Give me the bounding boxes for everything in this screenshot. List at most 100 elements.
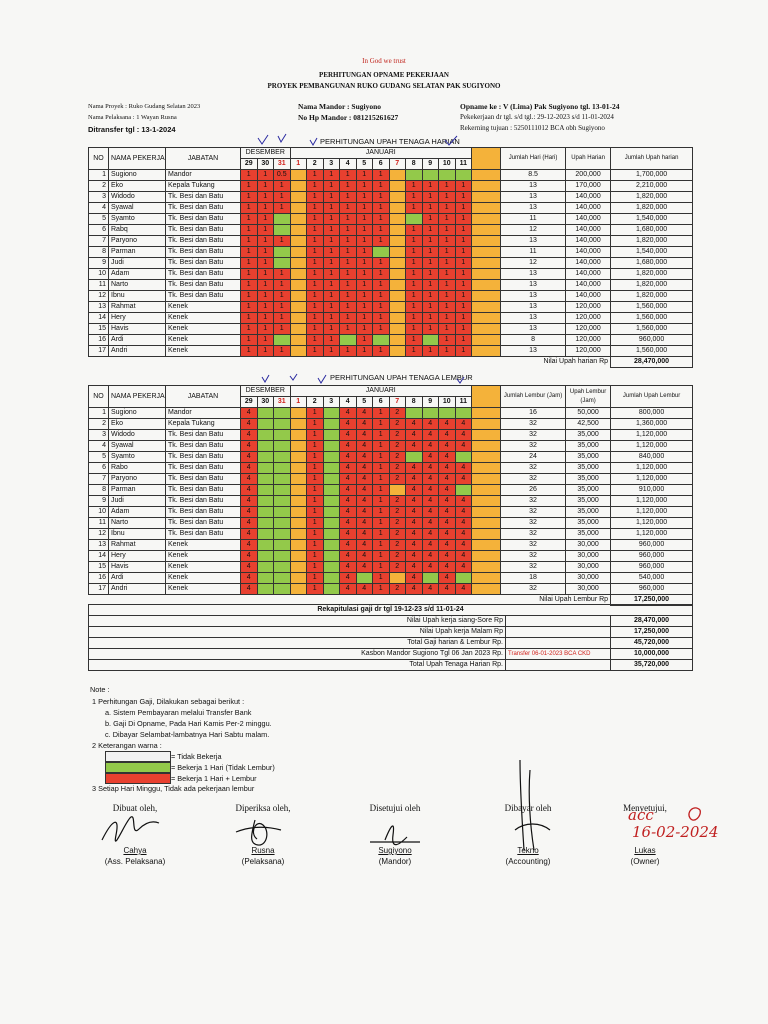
note-item: b. Gaji Di Opname, Pada Hari Kamis Per-2… (105, 719, 272, 728)
day-cell: 4 (438, 462, 456, 474)
signature-scribble (514, 759, 551, 851)
cell-no: 17 (88, 345, 109, 357)
legend-label: = Bekerja 1 Hari + Lembur (171, 774, 257, 783)
signature-scribble (370, 825, 420, 846)
day-cell: 4 (454, 583, 473, 595)
day-cell: 1 (438, 290, 456, 302)
sign-caption: Disetujui oleh (369, 803, 421, 813)
header-row: 29 30 31 1 2 3 4 5 6 7 8 9 10 11 (89, 158, 693, 170)
sign-caption: Diperiksa oleh, (235, 803, 291, 813)
info: Ditransfer tgl : 13-1-2024 (88, 125, 176, 134)
day-cell: 1 (372, 583, 390, 595)
day-cell: 2 (388, 583, 406, 595)
sign-role: (Owner) (630, 857, 660, 866)
recap-row: Total Upah Tenaga Harian Rp. 35,720,000 (88, 659, 694, 671)
data-row: 10 Adam Tk. Besi dan Batu 1 1 1 1 1 1 1 1 1 1 1 1 13 140… (88, 268, 694, 280)
day-cell: 4 (339, 561, 357, 573)
sign-caption: Menyetujui, (623, 803, 667, 813)
day-cell: 1 (322, 213, 340, 225)
note-item: 1 Perhitungan Gaji, Dilakukan sebagai be… (92, 697, 245, 706)
header-row: NO NAMA PEKERJA JABATAN DESEMBER JANUARI Juml… (88, 385, 694, 408)
data-row: 2 Eko Kepala Tukang 4 1 4 4 1 2 4 4 4 4 32 42,500 1,360… (88, 418, 694, 430)
day-cell: 1 (372, 279, 390, 291)
handwriting: 16-02-2024 (632, 823, 719, 841)
data-row: 8 Parman Tk. Besi dan Batu 1 1 1 1 1 1 1 1 1 1 11 140,… (88, 246, 694, 258)
day-cell: 1 (405, 323, 423, 335)
data-row: 17 Andri Kenek 1 1 1 1 1 1 1 1 1 1 1 1 13 120,000 1,560,0… (88, 345, 694, 357)
day-cell: 1 (355, 345, 373, 357)
total-label: Nilai Upah Lembur Rp (539, 596, 609, 604)
day-cell: 1 (306, 213, 324, 225)
data-row: 10 Adam Tk. Besi dan Batu 4 1 4 4 1 2 4 4 4 4 32 35,00… (88, 506, 694, 518)
recap-label: Total Upah Tenaga Harian Rp. (88, 659, 506, 671)
sign-name: Sugiyono (378, 846, 412, 855)
day-cell: 1 (372, 235, 390, 247)
data-row: 16 Ardi Kenek 1 1 1 1 1 1 1 1 8 120,000 960,000 (88, 334, 694, 346)
day-cell: 1 (306, 257, 324, 269)
table-title: PERHITUNGAN UPAH TENAGA LEMBUR (330, 373, 473, 382)
day-cell: 1 (322, 345, 340, 357)
day-cell: 1 (438, 224, 456, 236)
legend-label: = Bekerja 1 Hari (Tidak Lembur) (171, 763, 275, 772)
sign-role: (Pelaksana) (241, 857, 285, 866)
header-row: NO NAMA PEKERJA JABATAN DESEMBER JANUARI Juml… (88, 147, 694, 170)
day-cell: 1 (339, 257, 357, 269)
legend-swatch (105, 773, 171, 784)
note-item: 2 Keterangan warna : (92, 741, 162, 750)
data-row: 13 Rahmat Kenek 1 1 1 1 1 1 1 1 1 1 1 1 13 120,000 1,560,… (88, 301, 694, 313)
note-item: a. Sistem Pembayaran melalui Transfer Ba… (105, 708, 252, 717)
data-row: 4 Syawal Tk. Besi dan Batu 4 1 4 4 1 2 4 4 4 4 32 35,0… (88, 440, 694, 452)
day-cell: 1 (372, 257, 390, 269)
title: PERHITUNGAN OPNAME PEKERJAAN (319, 71, 449, 79)
legend-swatch (105, 762, 171, 773)
legend-swatch (105, 751, 171, 762)
day-cell: 1 (421, 202, 439, 214)
data-row: 16 Ardi Kenek 4 1 4 1 4 4 18 30,000 540,000 (88, 572, 694, 584)
info: Rekerning tujuan : 5250111012 BCA obh Su… (460, 124, 605, 132)
day-cell: 4 (421, 462, 439, 474)
note-item: c. Dibayar Selambat-lambatnya Hari Sabtu… (105, 730, 270, 739)
data-row: 15 Havis Kenek 1 1 1 1 1 1 1 1 1 1 1 1 13 120,000 1,560,0… (88, 323, 694, 335)
data-row: 2 Eko Kepala Tukang 1 1 1 1 1 1 1 1 1 1 1 1 13 170,000 2,… (88, 180, 694, 192)
day-cell: 1 (240, 246, 258, 258)
recap-row: Total Gaji harian & Lembur Rp. 45,720,000 (88, 637, 694, 649)
header-cell (471, 385, 502, 408)
data-row: 5 Syamto Tk. Besi dan Batu 4 1 4 4 1 2 4 4 24 35,000… (88, 451, 694, 463)
day-cell: 1 (306, 345, 324, 357)
check-marks (257, 133, 458, 146)
sign-role: (Ass. Pelaksana) (104, 857, 166, 866)
sign-role: (Mandor) (378, 857, 412, 866)
data-row: 9 Judi Tk. Besi dan Batu 4 1 4 4 1 2 4 4 4 4 32 35,000… (88, 495, 694, 507)
data-row: 9 Judi Tk. Besi dan Batu 1 1 1 1 1 1 1 1 1 1 1 12 140,0… (88, 257, 694, 269)
sign-name: Tekno (517, 846, 539, 855)
day-cell: 1 (438, 345, 456, 357)
stamp-scribble (688, 807, 701, 821)
info: Pekekerjaan dr tgl. s/d tgl.: 29-12-2023… (460, 113, 614, 121)
data-row: 12 Ibnu Tk. Besi dan Batu 4 1 4 4 1 2 4 4 4 4 32 35,00… (88, 528, 694, 540)
day-cell: 4 (405, 473, 423, 485)
sign-name: Rusna (251, 846, 275, 855)
day-cell: 1 (256, 345, 274, 357)
recap-value: 35,720,000 (609, 659, 694, 671)
cell-role: Kenek (165, 583, 241, 595)
day-cell: 1 (454, 345, 473, 357)
recap-row: Nilai Upah kerja Malam Rp 17,250,000 (88, 626, 694, 638)
day-cell: 1 (273, 191, 291, 203)
data-row: 7 Paryono Tk. Besi dan Batu 4 1 4 4 1 2 4 4 4 4 32 35,… (88, 473, 694, 485)
data-row: 17 Andri Kenek 4 1 4 4 1 2 4 4 4 4 32 30,000 960,000 (88, 583, 694, 595)
sign-caption: Dibayar oleh (504, 803, 552, 813)
note-item: 3 Setiap Hari Minggu, Tidak ada pekerjaa… (92, 784, 255, 793)
info: Nama Proyek : Ruko Gudang Selatan 2023 (88, 103, 201, 110)
subtitle: PROYEK PEMBANGUNAN RUKO GUDANG SELATAN P… (267, 82, 501, 90)
day-cell: 1 (339, 213, 357, 225)
day-cell: 1 (438, 323, 456, 335)
data-row: 15 Havis Kenek 4 1 4 4 1 2 4 4 4 4 32 30,000 960,000 (88, 561, 694, 573)
cell-role: Kenek (165, 345, 241, 357)
legend-label: = Tidak Bekerja (171, 752, 222, 761)
day-cell: 4 (240, 429, 258, 441)
day-cell: 1 (322, 268, 340, 280)
data-row: 3 Widodo Tk. Besi dan Batu 4 1 4 4 1 2 4 4 4 4 32 35,0… (88, 429, 694, 441)
handwriting: acc (628, 806, 654, 824)
day-cell (289, 583, 307, 595)
